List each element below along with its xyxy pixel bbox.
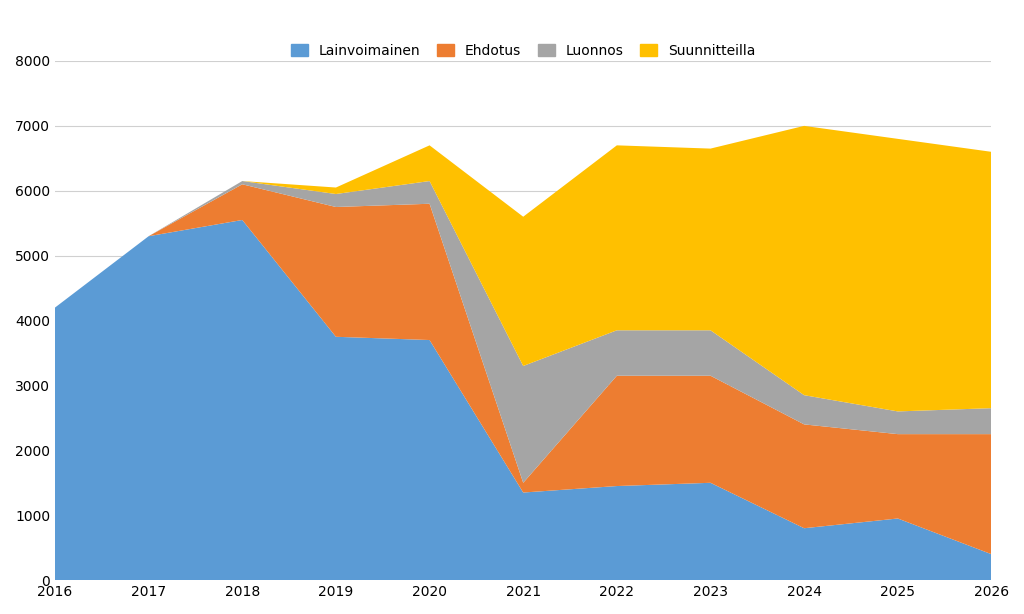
Legend: Lainvoimainen, Ehdotus, Luonnos, Suunnitteilla: Lainvoimainen, Ehdotus, Luonnos, Suunnit… [284,37,762,64]
